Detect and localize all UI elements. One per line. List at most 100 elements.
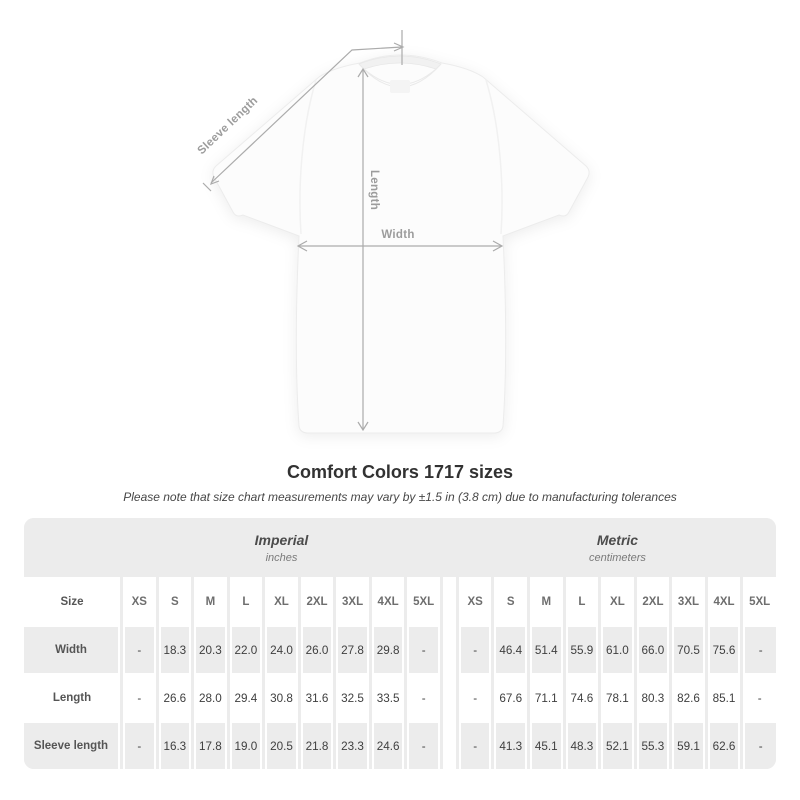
value-cell: - [407, 625, 440, 673]
section-name: Imperial [254, 531, 309, 548]
value-cell: 17.8 [194, 721, 227, 769]
size-chart-card: Imperial inches Metric centimeters Size XS S M L… [24, 518, 776, 769]
section-unit: inches [265, 551, 298, 564]
value-cell: - [407, 721, 440, 769]
value-cell: 59.1 [672, 721, 705, 769]
section-gap [442, 625, 456, 673]
size-col-metric-3xl: 3XL [672, 577, 705, 625]
value-cell: 55.3 [636, 721, 670, 769]
size-col-imperial-xs: XS [123, 577, 156, 625]
value-cell: 19.0 [229, 721, 263, 769]
value-cell: - [743, 673, 776, 721]
value-cell: 32.5 [336, 673, 369, 721]
value-cell: 24.6 [371, 721, 405, 769]
value-cell: 29.8 [371, 625, 405, 673]
value-cell: 24.0 [265, 625, 298, 673]
row-label: Sleeve length [24, 721, 120, 769]
value-cell: 23.3 [336, 721, 369, 769]
page-title: Comfort Colors 1717 sizes [286, 462, 514, 482]
value-cell: 30.8 [265, 673, 298, 721]
size-col-imperial-2xl: 2XL [300, 577, 334, 625]
size-col-imperial-3xl: 3XL [336, 577, 369, 625]
value-cell: 41.3 [494, 721, 528, 769]
value-cell: 29.4 [229, 673, 263, 721]
value-cell: 82.6 [672, 673, 705, 721]
size-col-metric-s: S [494, 577, 528, 625]
band-corner-cell [24, 518, 120, 577]
tolerance-disclaimer: Please note that size chart measurements… [123, 490, 677, 504]
width-arrow [296, 240, 504, 252]
measurement-annotations [202, 30, 504, 432]
value-cell: 74.6 [565, 673, 599, 721]
value-cell: 52.1 [601, 721, 634, 769]
value-cell: 20.5 [265, 721, 298, 769]
size-col-imperial-m: M [194, 577, 227, 625]
size-col-imperial-5xl: 5XL [407, 577, 440, 625]
tshirt-size-diagram: Sleeve length Length Width [195, 30, 590, 434]
size-col-imperial-xl: XL [265, 577, 298, 625]
measurement-row: Width -18.3 20.3 22.0 24.0 26.0 27.8 29.8- -46.4… [24, 625, 776, 673]
size-corner-label: Size [24, 577, 120, 625]
value-cell: - [458, 721, 492, 769]
value-cell: 16.3 [158, 721, 192, 769]
value-cell: 45.1 [530, 721, 563, 769]
value-cell: 22.0 [229, 625, 263, 673]
sleeve-length-arrow [202, 30, 405, 192]
row-label: Width [24, 625, 120, 673]
value-cell: 46.4 [494, 625, 528, 673]
value-cell: 55.9 [565, 625, 599, 673]
value-cell: - [407, 673, 440, 721]
size-col-metric-xs: XS [458, 577, 492, 625]
row-label: Length [24, 673, 120, 721]
value-cell: 67.6 [494, 673, 528, 721]
size-col-metric-m: M [530, 577, 563, 625]
size-chart-heading: Comfort Colors 1717 sizes Please note th… [0, 462, 800, 504]
value-cell: 75.6 [707, 625, 741, 673]
value-cell: 18.3 [158, 625, 192, 673]
value-cell: 21.8 [300, 721, 334, 769]
collar-front-band [358, 63, 442, 88]
value-cell: 28.0 [194, 673, 227, 721]
value-cell: 27.8 [336, 625, 369, 673]
size-col-metric-4xl: 4XL [707, 577, 741, 625]
size-col-imperial-s: S [158, 577, 192, 625]
length-arrow [357, 67, 369, 432]
right-armhole-seam [485, 79, 503, 235]
section-header-metric: Metric centimeters [458, 518, 776, 577]
value-cell: 51.4 [530, 625, 563, 673]
value-cell: 78.1 [601, 673, 634, 721]
value-cell: 26.6 [158, 673, 192, 721]
value-cell: - [123, 721, 156, 769]
value-cell: - [123, 673, 156, 721]
size-col-metric-l: L [565, 577, 599, 625]
size-col-imperial-4xl: 4XL [371, 577, 405, 625]
size-col-imperial-l: L [229, 577, 263, 625]
section-name: Metric [596, 531, 639, 548]
value-cell: 80.3 [636, 673, 670, 721]
value-cell: 31.6 [300, 673, 334, 721]
measurement-row: Sleeve length -16.3 17.8 19.0 20.5 21.8 23.3 24… [24, 721, 776, 769]
tshirt-diagram-svg: Sleeve length Length Width [195, 30, 590, 434]
width-label: Width [381, 229, 414, 241]
tshirt-body [212, 54, 590, 434]
size-col-metric-5xl: 5XL [743, 577, 776, 625]
value-cell: - [743, 625, 776, 673]
neck-tag [390, 80, 410, 93]
unit-section-row: Imperial inches Metric centimeters [24, 518, 776, 577]
left-armhole-seam [299, 79, 317, 235]
value-cell: - [458, 673, 492, 721]
size-col-metric-xl: XL [601, 577, 634, 625]
section-header-imperial: Imperial inches [123, 518, 440, 577]
value-cell: 71.1 [530, 673, 563, 721]
value-cell: - [123, 625, 156, 673]
size-header-row: Size XS S M L XL 2XL 3XL 4XL 5XL XS S M L XL 2XL 3XL 4XL 5… [24, 577, 776, 625]
length-label: Length [368, 170, 380, 210]
section-gap [442, 721, 456, 769]
section-gap [442, 673, 456, 721]
value-cell: - [743, 721, 776, 769]
section-unit: centimeters [589, 551, 646, 564]
value-cell: 61.0 [601, 625, 634, 673]
value-cell: 62.6 [707, 721, 741, 769]
value-cell: 26.0 [300, 625, 334, 673]
value-cell: - [458, 625, 492, 673]
